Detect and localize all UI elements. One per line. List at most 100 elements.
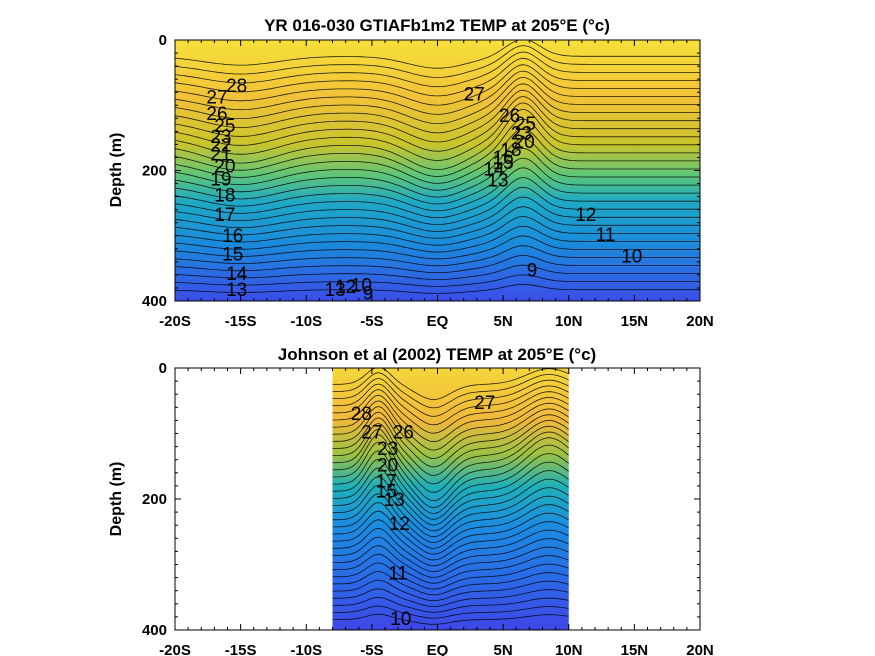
axis-ticks: -20S -15S -10S -5S EQ 5N 10N 15N 20N 0 200 400 [142,32,714,330]
isotherm-line [175,206,700,239]
contour-label: 23 [210,127,231,148]
isotherm-line [175,40,700,69]
contour-label: 13 [325,280,346,301]
x-tick-label: 20N [686,313,714,330]
isotherm-line [175,235,700,260]
isotherm-line [332,450,569,514]
isotherm-line [332,502,569,549]
contour-label: 17 [214,205,235,226]
isotherm-line [332,571,569,596]
isotherm-line [175,45,700,78]
isotherm-line [175,245,700,267]
isotherm-line [332,484,569,538]
temperature-field [332,368,569,630]
isotherm-line [175,177,700,219]
contour-label: 12 [335,277,356,298]
contour-label: 16 [493,148,514,169]
isotherm-line [332,400,569,451]
isotherm-line [175,83,700,134]
contour-label: 23 [511,124,532,145]
x-tick-label: EQ [427,313,449,330]
contour-label: 11 [596,225,616,246]
contour-label: 23 [377,439,398,460]
x-tick-label: 10N [555,313,583,330]
contour-label: 17 [376,472,397,493]
isotherm-line [175,51,700,88]
isotherm-line [175,216,700,246]
contour-lines [175,40,700,294]
isotherm-line [175,89,700,143]
contour-label: 20 [514,132,535,153]
isotherm-line [332,493,569,543]
y-tick-label: 200 [142,163,167,180]
contour-label: 13 [226,280,247,301]
y-tick-label: 400 [142,622,167,639]
isotherm-line [332,389,569,434]
isotherm-line [332,536,569,573]
panel-1: YR 016-030 GTIAFb1m2 TEMP at 205°E (°c) … [108,16,714,330]
contour-label: 15 [493,153,514,174]
isotherm-line [332,434,569,502]
isotherm-line [175,96,700,152]
contour-label: 16 [222,226,243,247]
isotherm-line [332,613,569,625]
contour-label: 26 [206,104,227,125]
contour-label: 10 [621,246,642,267]
x-tick-label: -10S [290,642,322,656]
isotherm-line [332,476,569,532]
contour-label: 25 [214,116,235,137]
isotherm-line [332,562,569,590]
x-tick-label: 20N [686,642,714,656]
contour-label: 26 [393,423,414,444]
y-axis-label: Depth (m) [108,133,125,208]
chart-title: YR 016-030 GTIAFb1m2 TEMP at 205°E (°c) [264,16,610,35]
isotherm-line [175,118,700,177]
isotherm-line [332,372,569,409]
isotherm-line [175,138,700,191]
isotherm-line [175,128,700,184]
contour-label: 11 [388,563,408,584]
isotherm-line [332,588,569,607]
y-tick-label: 400 [142,293,167,310]
contour-label: 13 [487,171,508,192]
isotherm-line [332,394,569,443]
x-tick-label: -10S [290,313,322,330]
isotherm-line [332,441,569,509]
isotherm-line [332,428,569,493]
contour-label: 26 [499,106,520,127]
isotherm-line [332,519,569,561]
contour-label: 27 [361,423,382,444]
chart-title: Johnson et al (2002) TEMP at 205°E (°c) [278,345,596,364]
isotherm-line [332,545,569,578]
contour-label: 9 [527,261,538,282]
x-tick-label: 15N [621,642,649,656]
contour-label: 9 [363,283,374,304]
isotherm-line [175,102,700,161]
isotherm-line [332,458,569,520]
isotherm-line [175,283,700,294]
isotherm-line [175,167,700,212]
isotherm-line [332,553,569,584]
x-tick-label: -20S [159,642,191,656]
x-tick-label: EQ [427,642,449,656]
contour-label: 18 [500,140,521,161]
x-tick-label: 10N [555,642,583,656]
contour-label: 22 [210,135,231,156]
y-tick-label: 0 [159,32,167,49]
isotherm-line [332,383,569,426]
isotherm-line [332,406,569,460]
isotherm-line [175,274,700,287]
contour-label: 27 [464,84,485,105]
isotherm-line [332,467,569,526]
x-tick-label: -5S [360,313,383,330]
isotherm-line [332,510,569,555]
isotherm-line [175,64,700,106]
isotherm-line [175,70,700,115]
contour-label: 12 [389,514,410,535]
y-tick-label: 200 [142,491,167,508]
x-tick-label: 5N [494,313,513,330]
isotherm-line [175,76,700,125]
